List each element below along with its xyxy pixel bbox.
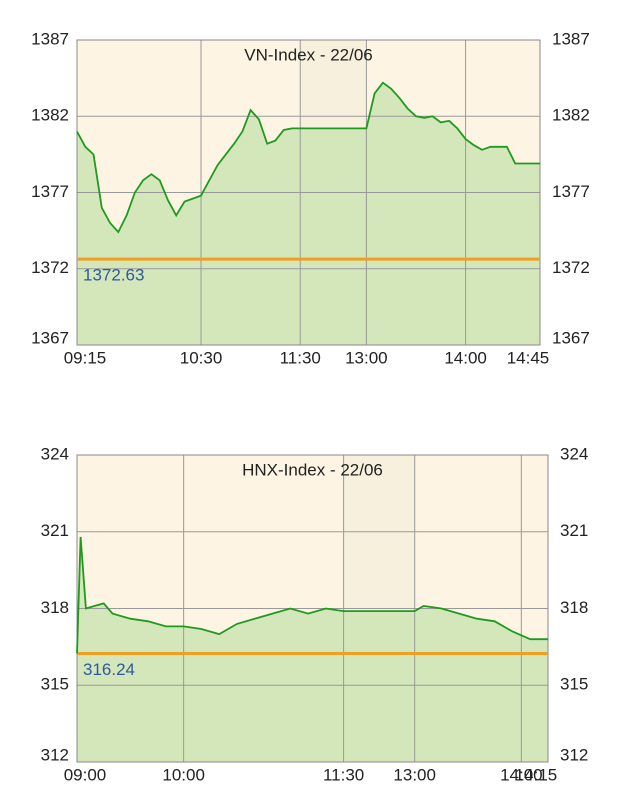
y2-tick-label: 315 — [560, 675, 588, 694]
y2-tick-label: 324 — [560, 444, 588, 463]
y2-tick-label: 1377 — [552, 182, 590, 201]
area — [77, 536, 548, 762]
y-tick-label: 312 — [41, 745, 69, 764]
y-tick-label: 324 — [41, 444, 69, 463]
x-tick-label: 14:15 — [515, 765, 558, 784]
x-tick-label: 13:00 — [393, 765, 436, 784]
x-tick-label: 13:00 — [345, 348, 388, 367]
x-tick-label: 11:30 — [323, 765, 364, 784]
y2-tick-label: 1367 — [552, 328, 590, 347]
x-tick-label: 09:00 — [64, 765, 107, 784]
x-tick-label: 14:00 — [444, 348, 487, 367]
y-tick-label: 1367 — [31, 328, 69, 347]
x-tick-label: 09:15 — [64, 348, 107, 367]
price-line — [76, 81, 540, 234]
y-tick-label: 1382 — [31, 106, 69, 125]
plot-frame — [76, 454, 549, 763]
x-tick-label: 14:45 — [507, 348, 550, 367]
y2-tick-label: 321 — [560, 521, 588, 540]
reference-label: 1372.63 — [83, 266, 144, 285]
reference-label: 316.24 — [83, 660, 135, 679]
y2-tick-label: 1372 — [552, 258, 590, 277]
chart-title: VN-Index - 22/06 — [244, 45, 373, 64]
plot-frame — [76, 39, 541, 346]
x-tick-label: 14:00 — [500, 765, 543, 784]
y-tick-label: 321 — [41, 521, 69, 540]
y2-tick-label: 1387 — [552, 29, 590, 48]
price-line — [76, 536, 548, 654]
y2-tick-label: 312 — [560, 745, 588, 764]
y-tick-label: 1377 — [31, 182, 69, 201]
area — [77, 82, 540, 345]
x-tick-label: 10:00 — [162, 765, 205, 784]
y2-tick-label: 1382 — [552, 106, 590, 125]
y2-tick-label: 318 — [560, 598, 588, 617]
y-tick-label: 315 — [41, 675, 69, 694]
x-tick-label: 10:30 — [180, 348, 223, 367]
y-tick-label: 1372 — [31, 258, 69, 277]
chart-title: HNX-Index - 22/06 — [242, 460, 383, 479]
y-tick-label: 1387 — [31, 29, 69, 48]
y-tick-label: 318 — [41, 598, 69, 617]
x-tick-label: 11:30 — [280, 348, 321, 367]
